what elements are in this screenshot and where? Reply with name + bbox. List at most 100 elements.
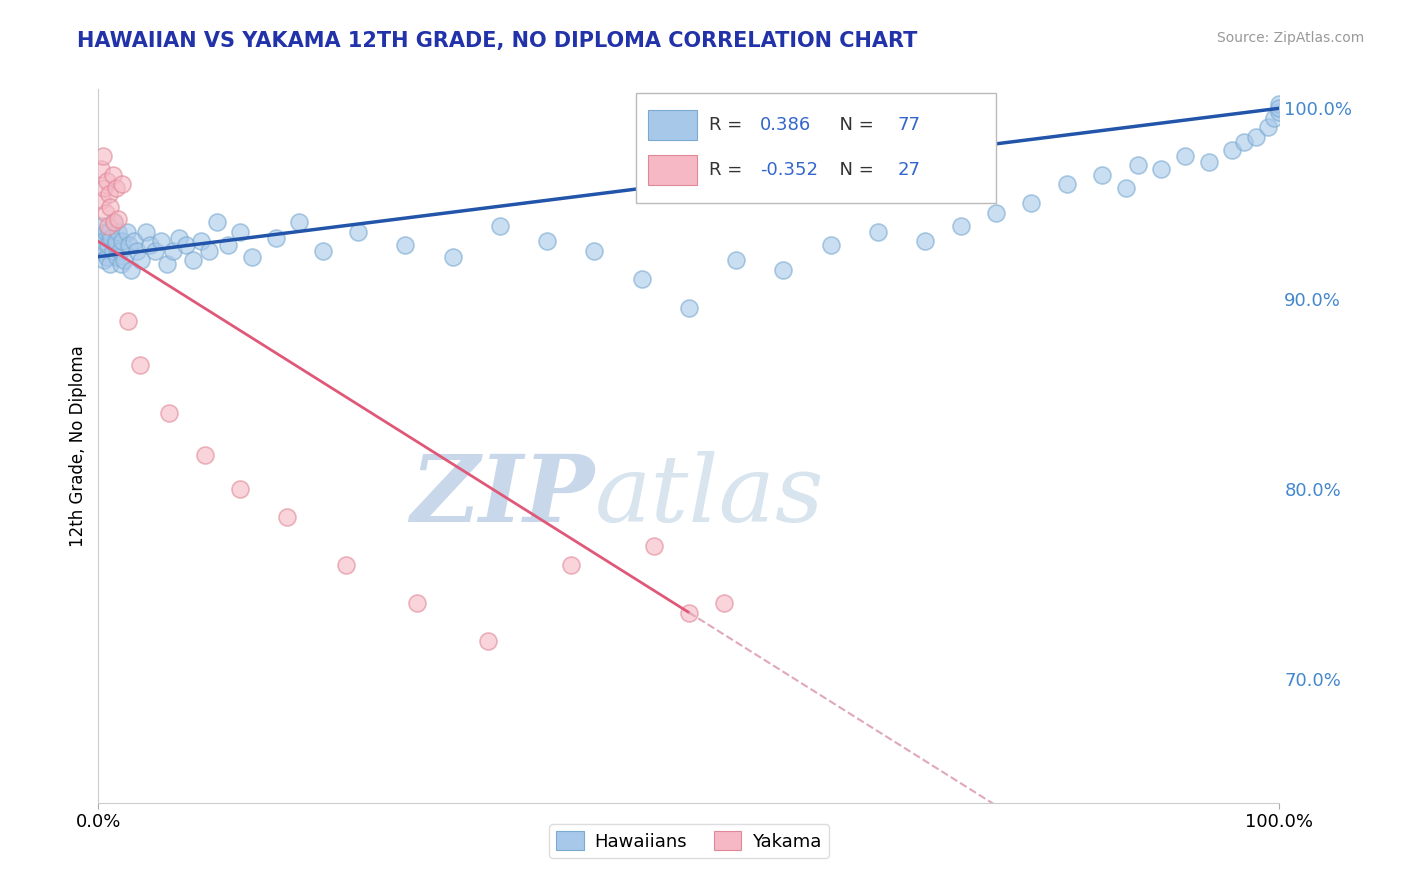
Point [111, 178, 134, 192]
Point [89, 230, 111, 244]
Point [678, 301, 700, 315]
Point [121, 263, 143, 277]
Point [90, 162, 112, 177]
Point [198, 244, 221, 258]
Point [984, 206, 1007, 220]
Text: R =: R = [709, 116, 748, 134]
Point [1257, 120, 1279, 135]
Point [94, 206, 117, 220]
Point [105, 235, 128, 249]
Point [288, 215, 311, 229]
Point [96, 250, 118, 264]
Point [678, 606, 700, 620]
Point [217, 238, 239, 252]
Text: Source: ZipAtlas.com: Source: ZipAtlas.com [1216, 31, 1364, 45]
Legend: Hawaiians, Yakama: Hawaiians, Yakama [550, 824, 828, 858]
Point [111, 235, 134, 249]
Point [1115, 181, 1137, 195]
Point [394, 238, 416, 252]
Text: -0.352: -0.352 [759, 161, 818, 178]
Y-axis label: 12th Grade, No Diploma: 12th Grade, No Diploma [69, 345, 87, 547]
Point [713, 596, 735, 610]
Point [489, 219, 512, 234]
Point [98, 225, 121, 239]
Point [104, 238, 127, 252]
Point [103, 215, 125, 229]
Point [139, 238, 162, 252]
Point [96, 173, 118, 187]
Point [1056, 178, 1078, 192]
Point [162, 244, 184, 258]
Point [1244, 129, 1267, 144]
Point [110, 257, 132, 271]
Point [100, 230, 122, 244]
Point [1126, 158, 1149, 172]
Point [156, 257, 179, 271]
Point [91, 235, 114, 249]
Point [118, 238, 141, 252]
Point [91, 149, 114, 163]
Point [93, 253, 115, 268]
Point [105, 181, 128, 195]
Point [108, 244, 131, 258]
Point [820, 238, 842, 252]
Point [101, 244, 124, 258]
Text: N =: N = [828, 161, 880, 178]
Point [98, 257, 121, 271]
Point [1268, 105, 1291, 120]
Text: HAWAIIAN VS YAKAMA 12TH GRADE, NO DIPLOMA CORRELATION CHART: HAWAIIAN VS YAKAMA 12TH GRADE, NO DIPLOM… [77, 31, 918, 51]
Point [205, 215, 228, 229]
Point [150, 235, 173, 249]
Text: ZIP: ZIP [411, 451, 595, 541]
Point [94, 225, 117, 239]
Point [643, 539, 665, 553]
Point [560, 558, 582, 572]
Point [477, 634, 499, 648]
Point [101, 168, 124, 182]
Point [167, 230, 190, 244]
Point [1263, 111, 1285, 125]
Point [98, 186, 121, 201]
Point [1198, 154, 1220, 169]
Point [276, 510, 298, 524]
Text: N =: N = [828, 116, 880, 134]
Point [107, 225, 129, 239]
Text: 27: 27 [898, 161, 921, 178]
Text: 77: 77 [898, 116, 921, 134]
Point [90, 244, 112, 258]
Text: atlas: atlas [595, 451, 824, 541]
Point [264, 230, 287, 244]
Point [97, 219, 120, 234]
Point [536, 235, 558, 249]
Point [128, 358, 150, 372]
Point [105, 250, 128, 264]
Point [117, 314, 139, 328]
Point [97, 238, 120, 252]
Point [157, 406, 180, 420]
Point [630, 272, 652, 286]
Point [866, 225, 889, 239]
Point [143, 244, 166, 258]
Point [406, 596, 429, 610]
Point [229, 482, 252, 496]
Point [1268, 101, 1291, 115]
Point [122, 235, 145, 249]
Point [127, 244, 149, 258]
Point [1174, 149, 1197, 163]
Point [240, 250, 263, 264]
Point [1220, 143, 1243, 157]
Point [583, 244, 606, 258]
Point [229, 225, 252, 239]
Point [135, 225, 157, 239]
FancyBboxPatch shape [648, 110, 697, 140]
Point [1021, 196, 1043, 211]
Point [91, 193, 114, 207]
Text: R =: R = [709, 161, 748, 178]
FancyBboxPatch shape [648, 155, 697, 185]
Point [190, 235, 212, 249]
Point [312, 244, 335, 258]
Point [107, 211, 129, 226]
FancyBboxPatch shape [636, 93, 995, 203]
Point [441, 250, 464, 264]
Point [129, 253, 152, 268]
